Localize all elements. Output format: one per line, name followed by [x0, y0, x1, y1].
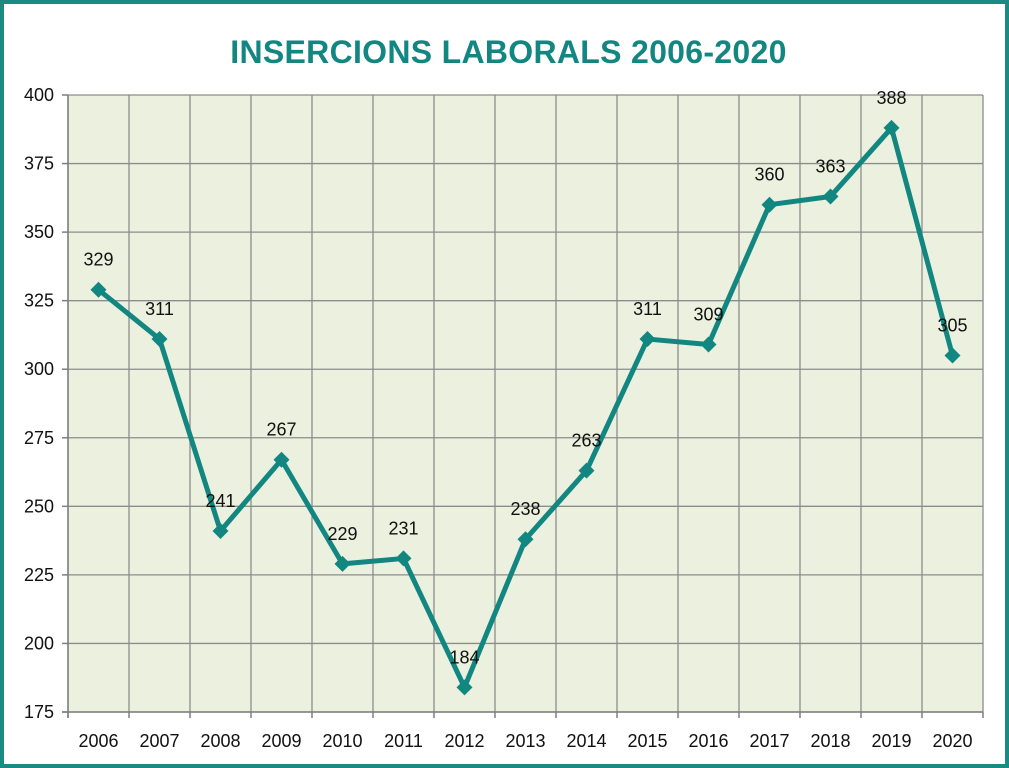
x-tick-label: 2009: [261, 731, 301, 751]
data-label: 267: [266, 420, 296, 440]
x-tick-label: 2010: [322, 731, 362, 751]
data-label: 329: [83, 250, 113, 270]
data-label: 241: [205, 491, 235, 511]
y-tick-label: 175: [24, 702, 54, 722]
data-point-marker: [273, 451, 290, 468]
data-label: 184: [449, 647, 479, 667]
data-point-marker: [822, 188, 839, 205]
data-labels: 329 311 241 267 229 231 184 238 263 311 309 360 363 3…: [83, 88, 967, 667]
data-label: 305: [937, 316, 967, 336]
data-label: 311: [633, 299, 662, 319]
x-tick-label: 2012: [444, 731, 484, 751]
x-tick-label: 2019: [871, 731, 911, 751]
chart-title: INSERCIONS LABORALS 2006-2020: [230, 34, 787, 70]
x-tick-label: 2018: [810, 731, 850, 751]
y-tick-label: 325: [24, 291, 54, 311]
x-axis-ticks: 2006 2007 2008 2009 2010 2011 2012 2013 2014 2015…: [78, 731, 972, 751]
axes: [62, 94, 984, 718]
x-tick-label: 2015: [627, 731, 667, 751]
x-tick-label: 2017: [749, 731, 789, 751]
data-label: 360: [754, 165, 784, 185]
data-point-marker: [395, 550, 412, 567]
plot-area: [68, 95, 983, 712]
y-tick-label: 400: [24, 85, 54, 105]
x-tick-label: 2020: [932, 731, 972, 751]
data-point-marker: [761, 196, 778, 213]
x-tick-label: 2008: [200, 731, 240, 751]
data-label: 238: [510, 499, 540, 519]
y-tick-label: 275: [24, 428, 54, 448]
x-tick-label: 2016: [688, 731, 728, 751]
data-label: 363: [815, 156, 845, 176]
data-label: 309: [693, 305, 723, 325]
x-tick-label: 2011: [384, 731, 423, 751]
data-point-marker: [944, 347, 961, 364]
data-label: 311: [145, 299, 174, 319]
data-point-marker: [456, 679, 473, 696]
data-point-marker: [517, 531, 534, 548]
y-tick-label: 300: [24, 359, 54, 379]
data-point-marker: [212, 523, 229, 540]
x-tick-label: 2007: [139, 731, 179, 751]
data-point-marker: [151, 331, 168, 348]
data-point-marker: [700, 336, 717, 353]
data-label: 231: [388, 518, 418, 538]
y-axis-ticks: 175 200 225 250 275 300 325 350 375 400: [24, 85, 54, 722]
data-point-marker: [90, 281, 107, 298]
data-label: 229: [327, 524, 357, 544]
data-points: [90, 119, 961, 696]
data-point-marker: [578, 462, 595, 479]
x-tick-label: 2013: [505, 731, 545, 751]
data-label: 263: [571, 431, 601, 451]
data-point-marker: [883, 119, 900, 136]
y-tick-label: 200: [24, 633, 54, 653]
y-tick-label: 250: [24, 496, 54, 516]
data-point-marker: [334, 555, 351, 572]
data-label: 388: [876, 88, 906, 108]
x-tick-label: 2006: [78, 731, 118, 751]
y-tick-label: 375: [24, 154, 54, 174]
y-tick-label: 225: [24, 565, 54, 585]
x-tick-label: 2014: [566, 731, 606, 751]
y-tick-label: 350: [24, 222, 54, 242]
data-point-marker: [639, 331, 656, 348]
